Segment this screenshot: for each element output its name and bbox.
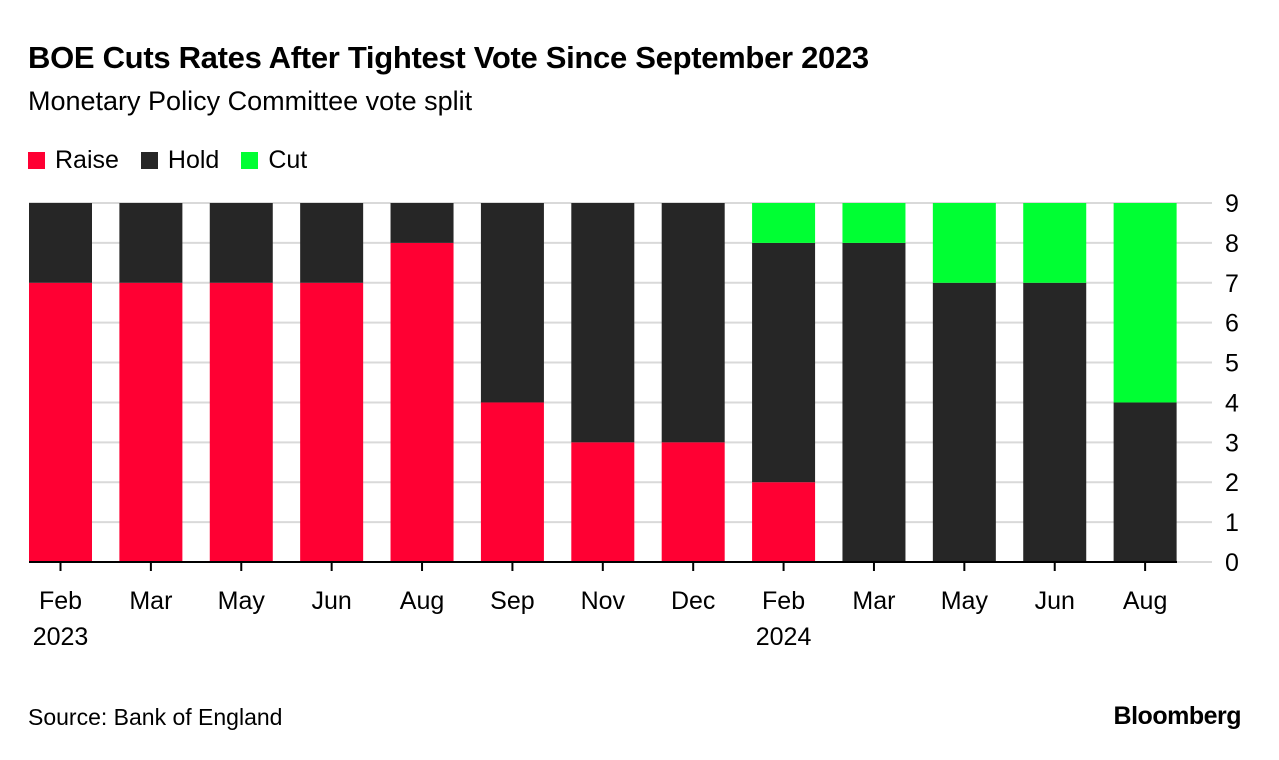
chart-title: BOE Cuts Rates After Tightest Vote Since… [28,40,869,75]
y-tick-label: 2 [1225,469,1239,497]
x-tick-label: Dec [671,587,715,615]
bar-segment-raise [752,482,816,562]
legend-label-hold: Hold [167,146,220,174]
legend-swatch-raise [28,152,45,169]
bar-segment-cut [932,203,996,283]
bar-segment-hold [1113,402,1177,562]
y-axis: 0 1 2 3 4 5 6 7 8 9 [1225,190,1239,577]
bar-segment-raise [209,282,273,562]
x-tick-label: Feb [762,587,805,615]
x-tick-label: May [218,587,266,615]
legend-label-cut: Cut [268,146,308,174]
x-tick-label: Jun [1035,587,1075,615]
bar-segment-hold [842,242,906,562]
bar-segment-hold [480,203,544,403]
legend-item-raise: Raise [28,146,119,175]
source-note: Source: Bank of England [28,704,283,730]
x-tick-label: Mar [129,587,172,615]
bar-segment-hold [29,203,92,283]
bar-segment-hold [752,242,816,483]
legend-item-cut: Cut [241,146,307,175]
bar-segment-hold [661,203,725,443]
bar-segment-cut [752,203,816,243]
bar-segment-raise [390,242,454,562]
y-tick-label: 0 [1225,549,1239,577]
bar-segment-hold [1023,282,1087,562]
y-tick-label: 1 [1225,509,1239,537]
bar-segment-hold [932,282,996,562]
x-tick-label: Aug [1123,587,1167,615]
bar-segment-hold [119,203,183,283]
x-axis [29,561,1177,571]
bar-segment-hold [390,203,454,243]
x-tick-label: Sep [490,587,534,615]
y-tick-label: 8 [1225,230,1239,258]
bar-segment-raise [480,402,544,562]
bar-segment-cut [1113,203,1177,403]
bar-segment-cut [842,203,906,243]
y-tick-label: 7 [1225,270,1239,298]
bar-segment-cut [1023,203,1087,283]
x-tick-label: May [941,587,989,615]
y-tick-label: 3 [1225,429,1239,457]
legend-item-hold: Hold [140,146,220,175]
x-tick-label: Jun [311,587,351,615]
y-tick-label: 5 [1225,350,1239,378]
x-tick-label: Nov [581,587,626,615]
bars [29,203,1177,562]
y-tick-label: 6 [1225,310,1239,338]
legend: Raise Hold Cut [28,146,329,175]
legend-swatch-cut [241,152,259,169]
legend-label-raise: Raise [55,146,119,174]
bar-segment-raise [300,282,364,562]
x-year-label: 2024 [756,623,812,651]
bar-segment-hold [300,203,364,283]
x-tick-label: Mar [852,587,895,615]
bar-segment-raise [29,282,92,562]
bar-segment-raise [661,442,725,562]
x-tick-labels: Feb 2023 Mar May Jun Aug Sep Nov Dec Feb 2024 Mar Ma… [33,587,1168,651]
x-year-label: 2023 [33,623,89,651]
y-tick-label: 4 [1225,389,1239,417]
bar-segment-raise [119,282,183,562]
bar-segment-hold [209,203,273,283]
bar-segment-raise [571,442,635,562]
bloomberg-logo: Bloomberg [1113,702,1242,730]
bar-segment-hold [571,203,635,443]
y-tick-label: 9 [1225,190,1239,218]
x-tick-label: Aug [400,587,444,615]
legend-swatch-hold [140,152,158,169]
chart-subtitle: Monetary Policy Committee vote split [28,86,473,116]
x-tick-label: Feb [39,587,82,615]
